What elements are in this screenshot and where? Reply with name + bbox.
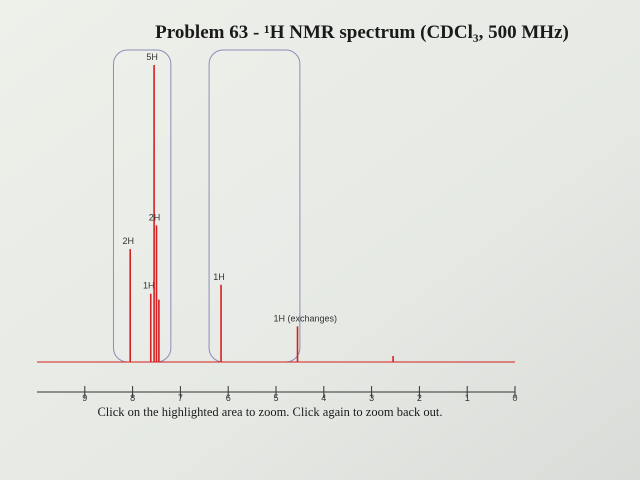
peak-label: 1H — [213, 272, 225, 282]
x-tick-label: 2 — [417, 393, 422, 403]
x-tick-label: 6 — [226, 393, 231, 403]
peak-label: 1H — [143, 281, 155, 291]
zoom-region[interactable] — [112, 49, 172, 363]
x-tick-label: 4 — [321, 393, 326, 403]
x-tick-label: 7 — [178, 393, 183, 403]
peak-label: 1H (exchanges) — [274, 313, 338, 323]
instruction: Click on the highlighted area to zoom. C… — [97, 405, 442, 419]
x-tick-label: 3 — [369, 393, 374, 403]
x-tick-label: 5 — [273, 393, 278, 403]
x-tick-label: 8 — [130, 393, 135, 403]
peak-label: 2H — [122, 236, 134, 246]
x-tick-label: 1 — [465, 393, 470, 403]
peak-label: 2H — [149, 212, 161, 222]
peak-label: 5H — [146, 52, 158, 62]
x-tick-label: 9 — [82, 393, 87, 403]
chart-title: Problem 63 - ¹H NMR spectrum (CDCl₃, 500… — [155, 22, 569, 43]
x-tick-label: 0 — [512, 393, 517, 403]
